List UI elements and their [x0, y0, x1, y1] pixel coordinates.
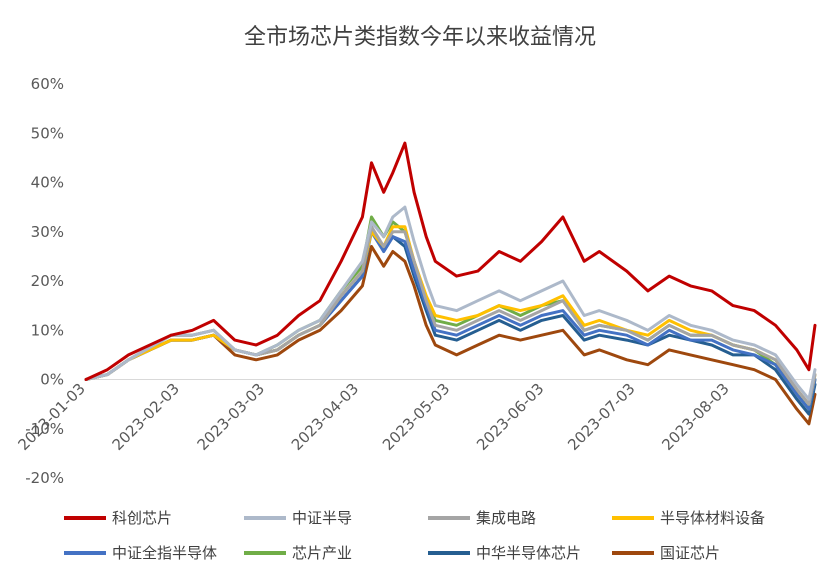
y-axis-ticks: 60% 50% 40% 30% 20% 10% 0% -10% -20% — [25, 75, 64, 487]
series-line-3 — [84, 225, 817, 406]
legend-label: 国证芯片 — [660, 544, 720, 562]
legend-label: 中证全指半导体 — [112, 544, 217, 562]
legend-label: 科创芯片 — [112, 509, 172, 527]
x-tick-label: 2023-01-03 — [14, 380, 88, 454]
x-tick-label: 2023-08-03 — [658, 380, 732, 454]
y-tick-label: 50% — [31, 124, 64, 142]
y-tick-label: 60% — [31, 75, 64, 93]
y-tick-label: 30% — [31, 223, 64, 241]
series-line-1 — [84, 205, 817, 401]
series-lines — [84, 141, 817, 426]
series-line-0 — [84, 141, 817, 381]
y-tick-label: 10% — [31, 321, 64, 339]
legend-label: 芯片产业 — [292, 544, 352, 562]
series-line-7 — [84, 245, 817, 426]
series-line-5 — [84, 215, 817, 411]
series-line-2 — [84, 225, 817, 406]
x-tick-label: 2023-05-03 — [379, 380, 453, 454]
x-tick-label: 2023-02-03 — [109, 380, 183, 454]
legend-label: 半导体材料设备 — [660, 509, 765, 527]
chart-title: 全市场芯片类指数今年以来收益情况 — [244, 25, 596, 50]
y-tick-label: 40% — [31, 174, 64, 192]
x-tick-label: 2023-04-03 — [288, 380, 362, 454]
legend-label: 中证半导 — [292, 509, 352, 527]
legend-label: 中华半导体芯片 — [476, 544, 581, 562]
y-tick-label: 20% — [31, 272, 64, 290]
legend-label: 集成电路 — [476, 509, 536, 527]
x-axis-ticks: 2023-01-03 2023-02-03 2023-03-03 2023-04-03… — [14, 380, 732, 454]
x-tick-label: 2023-03-03 — [194, 380, 268, 454]
x-tick-label: 2023-06-03 — [473, 380, 547, 454]
y-tick-label: 0% — [40, 371, 64, 389]
x-tick-label: 2023-07-03 — [564, 380, 638, 454]
y-tick-label: -10% — [25, 420, 64, 438]
y-tick-label: -20% — [25, 469, 64, 487]
